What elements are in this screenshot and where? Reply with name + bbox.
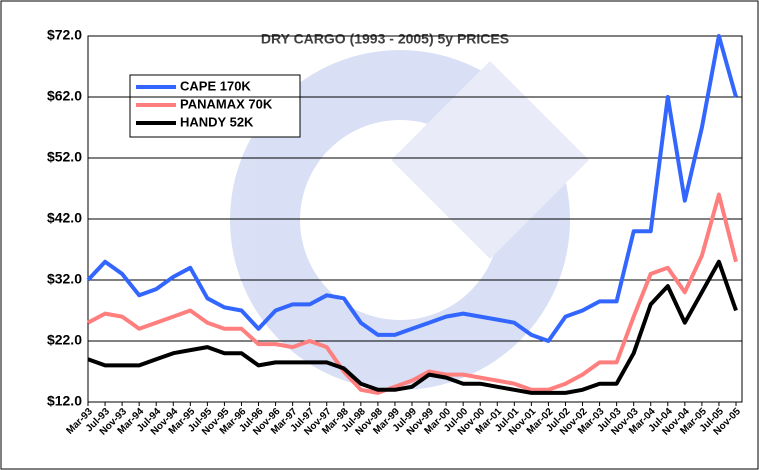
chart-title: DRY CARGO (1993 - 2005) 5y PRICES	[261, 31, 509, 47]
legend-label: CAPE 170K	[180, 78, 251, 93]
y-tick-label: $22.0	[47, 332, 82, 348]
y-tick-label: $52.0	[47, 149, 82, 165]
y-tick-label: $32.0	[47, 271, 82, 287]
series-line	[87, 259, 738, 395]
y-tick-label: $42.0	[47, 210, 82, 226]
series-line	[86, 34, 738, 343]
y-tick-label: $72.0	[47, 27, 82, 43]
series-line	[87, 192, 738, 395]
y-tick-label: $12.0	[47, 393, 82, 409]
legend-label: PANAMAX 70K	[180, 96, 273, 111]
y-tick-label: $62.0	[47, 88, 82, 104]
legend-label: HANDY 52K	[180, 114, 254, 129]
legend: CAPE 170K PANAMAX 70K HANDY 52K	[129, 74, 301, 138]
